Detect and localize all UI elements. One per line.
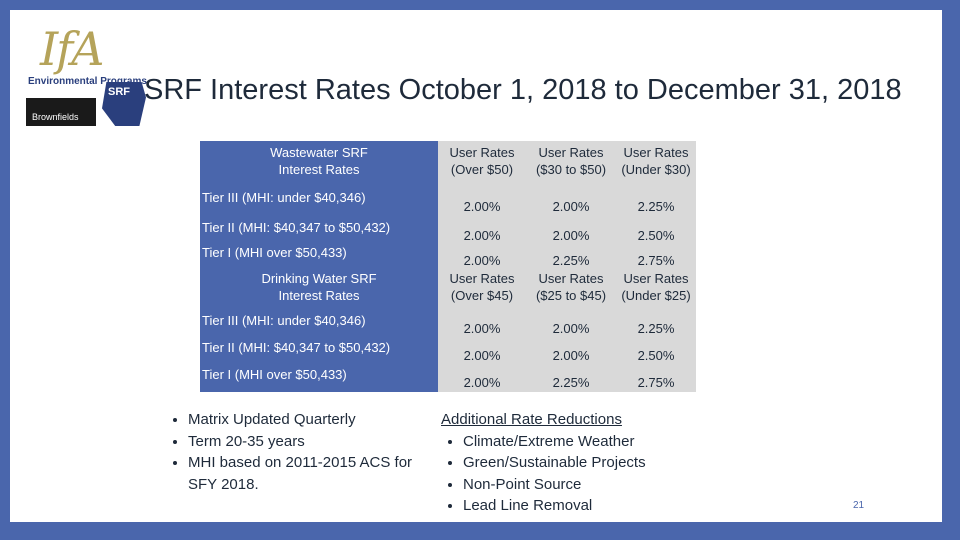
drinking-water-header: Drinking Water SRF Interest Rates <box>200 268 438 310</box>
ww-rate-3-1: 2.00% <box>438 244 526 268</box>
additional-reductions-title: Additional Rate Reductions <box>441 411 622 428</box>
additional-reductions: Additional Rate Reductions Climate/Extre… <box>441 409 701 517</box>
brownfields-text: Brownfields <box>32 112 79 122</box>
srf-indiana-badge-icon: SRF <box>102 82 146 126</box>
ww-rate-3-2: 2.25% <box>526 244 616 268</box>
notes-list: Matrix Updated Quarterly Term 20-35 year… <box>166 409 436 495</box>
dw-rate-3-3: 2.75% <box>616 364 696 392</box>
dw-rate-3-2: 2.25% <box>526 364 616 392</box>
wastewater-header: Wastewater SRF Interest Rates <box>200 141 438 186</box>
slide: IfA Environmental Programs Brownfields S… <box>10 10 942 522</box>
ww-tier-row-2: Tier II (MHI: $40,347 to $50,432) <box>200 217 438 244</box>
ww-tier-row-3: Tier I (MHI over $50,433) <box>200 244 438 268</box>
ww-rate-2-2: 2.00% <box>526 217 616 244</box>
environmental-programs-text: Environmental Programs <box>28 76 147 87</box>
dw-col-header-2: User Rates ($25 to $45) <box>526 268 616 310</box>
dw-tier-row-3: Tier I (MHI over $50,433) <box>200 364 438 392</box>
reduction-item: Green/Sustainable Projects <box>463 452 701 474</box>
dw-rate-1-2: 2.00% <box>526 310 616 337</box>
ww-col-header-3: User Rates (Under $30) <box>616 141 696 186</box>
dw-rate-2-3: 2.50% <box>616 337 696 364</box>
dw-rate-2-1: 2.00% <box>438 337 526 364</box>
ww-col-header-1: User Rates (Over $50) <box>438 141 526 186</box>
reduction-item: Lead Line Removal <box>463 495 701 517</box>
ww-tier-row-1: Tier III (MHI: under $40,346) <box>200 186 438 217</box>
dw-rate-2-2: 2.00% <box>526 337 616 364</box>
reduction-item: Climate/Extreme Weather <box>463 431 701 453</box>
srf-badge-text: SRF <box>108 86 130 98</box>
ifa-logo-text: IfA <box>40 22 104 76</box>
note-item: Matrix Updated Quarterly <box>188 409 436 431</box>
ww-col-header-2: User Rates ($30 to $50) <box>526 141 616 186</box>
dw-rate-1-1: 2.00% <box>438 310 526 337</box>
brownfields-logo: Brownfields <box>26 98 96 126</box>
slide-title: SRF Interest Rates October 1, 2018 to De… <box>144 74 902 106</box>
reduction-item: Non-Point Source <box>463 474 701 496</box>
ww-rate-3-3: 2.75% <box>616 244 696 268</box>
dw-col-header-1: User Rates (Over $45) <box>438 268 526 310</box>
note-item: Term 20-35 years <box>188 431 436 453</box>
dw-tier-row-1: Tier III (MHI: under $40,346) <box>200 310 438 337</box>
dw-col-header-3: User Rates (Under $25) <box>616 268 696 310</box>
ww-rate-1-2: 2.00% <box>526 186 616 217</box>
dw-rate-1-3: 2.25% <box>616 310 696 337</box>
ww-rate-1-1: 2.00% <box>438 186 526 217</box>
dw-rate-3-1: 2.00% <box>438 364 526 392</box>
ww-rate-2-1: 2.00% <box>438 217 526 244</box>
page-number: 21 <box>853 500 865 511</box>
dw-tier-row-2: Tier II (MHI: $40,347 to $50,432) <box>200 337 438 364</box>
ww-rate-1-3: 2.25% <box>616 186 696 217</box>
ww-rate-2-3: 2.50% <box>616 217 696 244</box>
ifa-srf-logo: IfA Environmental Programs Brownfields S… <box>24 18 152 126</box>
note-item: MHI based on 2011-2015 ACS for SFY 2018. <box>188 452 436 495</box>
